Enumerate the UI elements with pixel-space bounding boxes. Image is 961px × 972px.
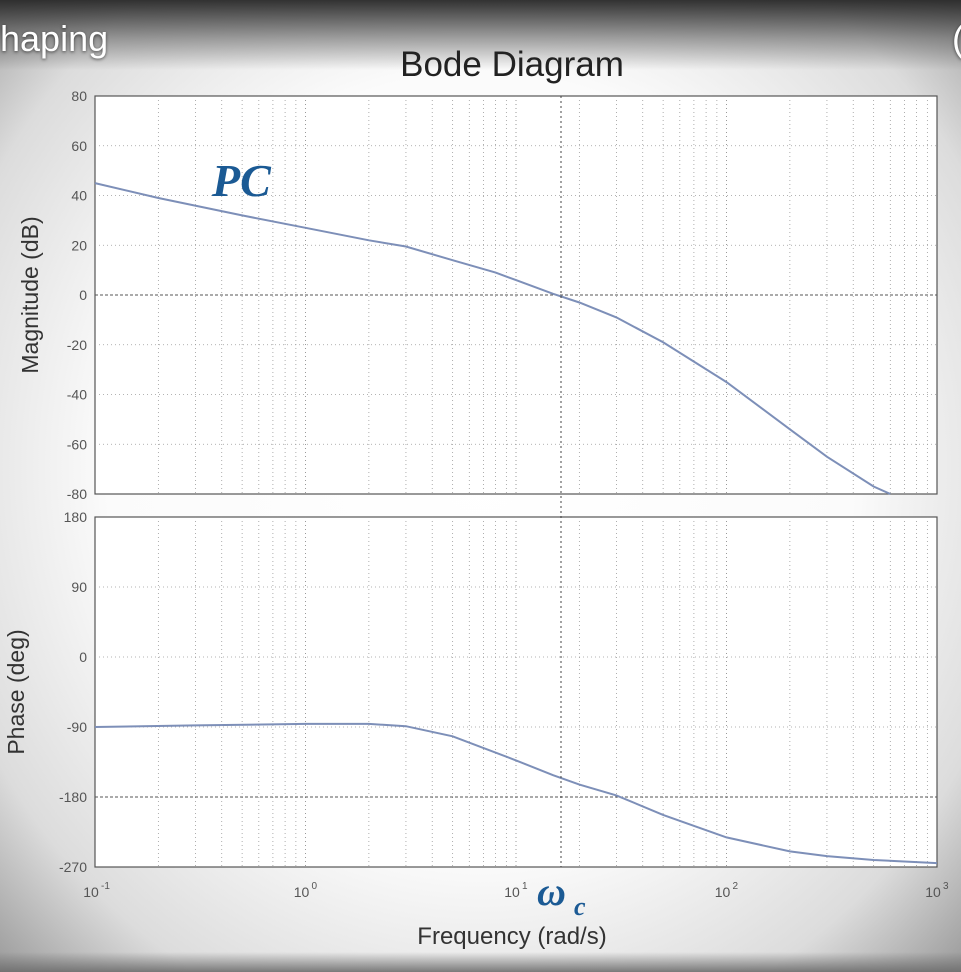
- chart-title: Bode Diagram: [400, 45, 624, 84]
- x-tick-exponent: 0: [312, 881, 318, 892]
- x-axis-label: Frequency (rad/s): [417, 923, 606, 950]
- x-tick-label: 10: [504, 884, 520, 900]
- x-tick-label: 10: [83, 884, 99, 900]
- phase-y-ticks: 180 90 0 -90 -180 -270: [59, 509, 87, 875]
- y-tick-label: 0: [79, 649, 87, 665]
- magnitude-panel: 80 60 40 20 0 -20 -40 -60 -80 Magnitude (dB): [17, 88, 938, 502]
- y-tick-label: 180: [64, 509, 88, 525]
- phase-series-line: [94, 722, 938, 865]
- pc-annotation: PC: [211, 155, 272, 206]
- x-tick-label: 10: [294, 884, 310, 900]
- x-tick-exponent: 2: [733, 881, 739, 892]
- y-tick-label: 90: [71, 579, 87, 595]
- y-tick-label: -80: [67, 486, 87, 502]
- y-tick-label: 40: [71, 188, 87, 204]
- video-bottom-shade: [0, 952, 961, 972]
- y-tick-label: 20: [71, 237, 87, 253]
- x-tick-exponent: -1: [101, 881, 110, 892]
- omega-symbol: ω: [537, 869, 566, 914]
- magnitude-grid: [95, 96, 937, 494]
- x-tick-label: 10: [715, 884, 731, 900]
- video-top-bar: haping (: [0, 0, 961, 70]
- y-tick-label: -180: [59, 789, 87, 805]
- video-right-fragment: (: [952, 18, 961, 60]
- magnitude-series-line: [94, 182, 891, 495]
- phase-plot-area: [94, 516, 938, 868]
- x-tick-exponent: 3: [943, 881, 949, 892]
- x-tick-labels: 10 -1 10 0 10 1 10 2 10 3: [83, 881, 949, 900]
- phase-y-axis-label: Phase (deg): [3, 629, 29, 754]
- x-tick-exponent: 1: [522, 881, 528, 892]
- phase-grid: [95, 517, 937, 867]
- x-tick-label: 10: [925, 884, 941, 900]
- video-title-fragment: haping: [0, 18, 109, 59]
- omega-c-annotation: ω c: [537, 869, 586, 921]
- magnitude-y-axis-label: Magnitude (dB): [17, 216, 43, 373]
- phase-panel: 180 90 0 -90 -180 -270 Phase (deg): [3, 509, 938, 875]
- y-tick-label: -90: [67, 719, 87, 735]
- magnitude-y-ticks: 80 60 40 20 0 -20 -40 -60 -80: [67, 88, 87, 502]
- y-tick-label: -40: [67, 387, 87, 403]
- y-tick-label: -60: [67, 436, 87, 452]
- y-tick-label: 0: [79, 287, 87, 303]
- y-tick-label: 80: [71, 88, 87, 104]
- y-tick-label: -20: [67, 337, 87, 353]
- omega-subscript: c: [574, 892, 586, 921]
- y-tick-label: -270: [59, 859, 87, 875]
- y-tick-label: 60: [71, 138, 87, 154]
